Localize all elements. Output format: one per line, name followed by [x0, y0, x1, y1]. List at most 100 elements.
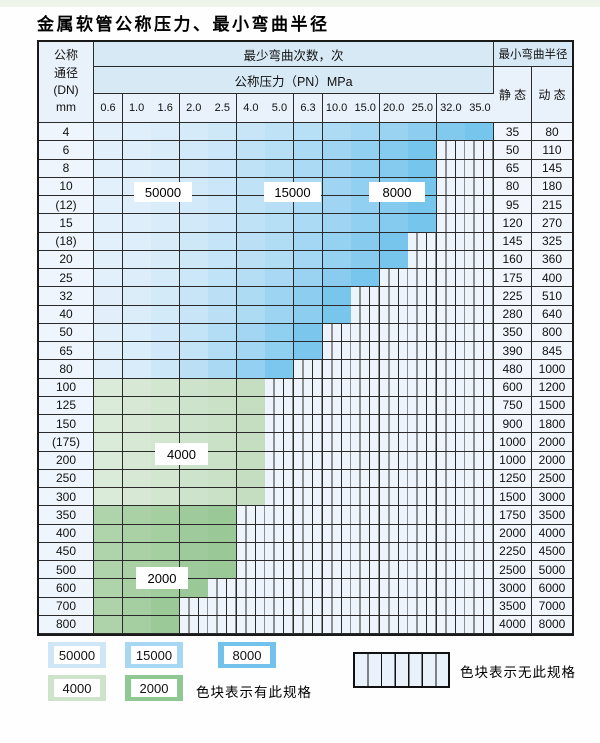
rated-cell [408, 214, 438, 233]
dn-cell: (175) [39, 433, 94, 452]
page-top-strip [0, 0, 600, 7]
no-spec-hatch-cell [408, 342, 438, 361]
rated-cell [322, 250, 352, 269]
no-spec-hatch-cell [436, 305, 466, 324]
no-spec-hatch-cell [436, 342, 466, 361]
header-pressure: 公称压力（PN）MPa [94, 67, 494, 94]
rated-cell [208, 250, 238, 269]
dn-cell: (12) [39, 196, 94, 215]
rated-cell [94, 415, 124, 434]
rated-cell [179, 232, 209, 251]
rated-cell [94, 323, 124, 342]
dn-cell: 100 [39, 378, 94, 397]
no-spec-hatch-cell [179, 615, 209, 634]
rated-cell [208, 159, 238, 178]
dynamic-radius-cell: 3000 [532, 488, 572, 507]
no-spec-hatch-cell [351, 469, 381, 488]
dn-cell: 50 [39, 323, 94, 342]
no-spec-hatch-cell [294, 433, 324, 452]
rated-cell [179, 342, 209, 361]
no-spec-hatch-cell [265, 597, 295, 616]
rated-cell [379, 141, 409, 160]
no-spec-hatch-cell [294, 378, 324, 397]
no-spec-hatch-cell [408, 360, 438, 379]
no-spec-hatch-cell [179, 597, 209, 616]
no-spec-hatch-cell [408, 524, 438, 543]
static-radius-cell: 1250 [494, 469, 532, 488]
rated-cell [236, 214, 266, 233]
rated-cell [351, 250, 381, 269]
no-spec-hatch-cell [436, 232, 466, 251]
rated-cell [179, 488, 209, 507]
no-spec-hatch-cell [408, 305, 438, 324]
rated-cell [122, 597, 152, 616]
rated-cell [94, 579, 124, 598]
no-spec-hatch-cell [436, 269, 466, 288]
dynamic-radius-cell: 7000 [532, 597, 572, 616]
header-dn-line: mm [56, 100, 76, 115]
no-spec-hatch-cell [408, 579, 438, 598]
dynamic-radius-cell: 8000 [532, 615, 572, 634]
rated-cell [151, 159, 181, 178]
legend-swatch-label: 8000 [224, 646, 270, 664]
no-spec-hatch-cell [294, 506, 324, 525]
dynamic-radius-cell: 110 [532, 141, 572, 160]
dynamic-radius-cell: 640 [532, 305, 572, 324]
no-spec-hatch-cell [465, 542, 495, 561]
rated-cell [94, 250, 124, 269]
pressure-col-header: 20.0 [379, 94, 409, 123]
rated-cell [208, 323, 238, 342]
no-spec-hatch-cell [408, 415, 438, 434]
rated-cell [322, 141, 352, 160]
no-spec-hatch-cell [236, 542, 266, 561]
no-spec-hatch-cell [436, 451, 466, 470]
no-spec-hatch-cell [465, 342, 495, 361]
no-spec-hatch-cell [322, 542, 352, 561]
rated-cell [294, 141, 324, 160]
pressure-col-header: 2.5 [208, 94, 238, 123]
static-radius-cell: 280 [494, 305, 532, 324]
no-spec-hatch-cell [265, 451, 295, 470]
no-spec-hatch-cell [379, 433, 409, 452]
no-spec-hatch-cell [379, 488, 409, 507]
rated-cell [151, 378, 181, 397]
rated-cell [94, 196, 124, 215]
rated-cell [208, 469, 238, 488]
no-spec-hatch-cell [436, 177, 466, 196]
pressure-col-header: 6.3 [294, 94, 324, 123]
rated-cell [236, 342, 266, 361]
no-spec-hatch-cell [351, 360, 381, 379]
no-spec-hatch-cell [436, 524, 466, 543]
dn-cell: 250 [39, 469, 94, 488]
rated-cell [265, 232, 295, 251]
dn-cell: 350 [39, 506, 94, 525]
rated-cell [94, 488, 124, 507]
dn-cell: 200 [39, 451, 94, 470]
rated-cell [151, 524, 181, 543]
rated-cell [294, 232, 324, 251]
rated-cell [379, 123, 409, 142]
dynamic-radius-cell: 845 [532, 342, 572, 361]
rated-cell [236, 323, 266, 342]
rated-cell [94, 433, 124, 452]
region-label-4000: 4000 [155, 443, 208, 465]
dn-cell: 10 [39, 177, 94, 196]
rated-cell [94, 305, 124, 324]
rated-cell [94, 123, 124, 142]
no-spec-hatch-cell [351, 579, 381, 598]
rated-cell [94, 542, 124, 561]
no-spec-hatch-cell [436, 561, 466, 580]
header-min-radius: 最小弯曲半径 [494, 42, 572, 67]
rated-cell [236, 287, 266, 306]
static-radius-cell: 1000 [494, 451, 532, 470]
no-spec-hatch-cell [465, 177, 495, 196]
no-spec-hatch-cell [265, 469, 295, 488]
dynamic-radius-cell: 400 [532, 269, 572, 288]
no-spec-hatch-cell [436, 615, 466, 634]
legend-no-spec-hatch [353, 652, 450, 688]
header-bend-times: 最少弯曲次数，次 [94, 42, 494, 67]
rated-cell [208, 561, 238, 580]
no-spec-hatch-cell [322, 396, 352, 415]
dn-cell: 600 [39, 579, 94, 598]
rated-cell [265, 305, 295, 324]
